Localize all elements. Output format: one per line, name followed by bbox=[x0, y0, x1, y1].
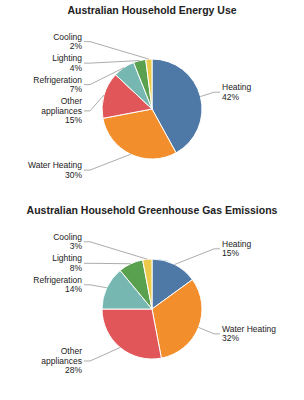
leader-line bbox=[84, 348, 120, 361]
slice-value-label: 28% bbox=[65, 365, 82, 375]
slices bbox=[102, 259, 202, 359]
slice-value-label: 8% bbox=[70, 263, 83, 273]
leader-line bbox=[84, 42, 149, 59]
chart-title: Australian Household Greenhouse Gas Emis… bbox=[27, 204, 278, 216]
leader-line bbox=[84, 61, 140, 64]
slice-label: Heating bbox=[222, 82, 252, 92]
slice-label-line: Other bbox=[61, 346, 82, 356]
slice-label-line: Cooling bbox=[53, 232, 82, 242]
leader-line bbox=[175, 249, 220, 265]
chart-title: Australian Household Energy Use bbox=[67, 4, 236, 16]
slice-label-line: Lighting bbox=[52, 53, 82, 63]
slice-value-label: 3% bbox=[70, 241, 83, 251]
slice-label: Otherappliances bbox=[41, 346, 82, 366]
pie: Heating42% Water Heating30% Otherappliance… bbox=[28, 32, 252, 180]
leader-line bbox=[84, 263, 131, 264]
labels: Heating42% Water Heating30% Otherappliance… bbox=[28, 32, 252, 180]
slice-value-label: 30% bbox=[65, 170, 82, 180]
slice-label: Otherappliances bbox=[41, 96, 82, 116]
slice-label-line: Heating bbox=[222, 82, 252, 92]
slice-label: Refrigeration bbox=[33, 75, 82, 85]
pie-slice bbox=[143, 259, 152, 309]
leader-line bbox=[84, 242, 147, 259]
slice-label: Lighting bbox=[52, 53, 82, 63]
slice-value-label: 14% bbox=[65, 284, 82, 294]
slice-label-line: appliances bbox=[41, 106, 82, 116]
leader-line bbox=[84, 285, 107, 288]
slice-label-line: Water Heating bbox=[222, 324, 276, 334]
chart-svg: Australian Household Energy UseHeating42… bbox=[0, 0, 304, 400]
slice-value-label: 4% bbox=[70, 63, 83, 73]
leader-line bbox=[84, 68, 124, 85]
slice-label: Lighting bbox=[52, 253, 82, 263]
chart-container: Australian Household Energy UseHeating42… bbox=[0, 0, 304, 400]
slice-value-label: 2% bbox=[70, 41, 83, 51]
leader-line bbox=[84, 154, 131, 170]
slice-label-line: Lighting bbox=[52, 253, 82, 263]
slice-label: Heating bbox=[222, 239, 252, 249]
slice-label: Water Heating bbox=[222, 324, 276, 334]
leader-line bbox=[200, 92, 220, 96]
pie-slice bbox=[120, 260, 152, 309]
slice-label: Refrigeration bbox=[33, 275, 82, 285]
slice-label: Cooling bbox=[53, 232, 82, 242]
leader-line bbox=[84, 95, 104, 111]
slice-label-line: appliances bbox=[41, 356, 82, 366]
pie: Heating15% Water Heating32% Otherappliance… bbox=[33, 232, 276, 375]
slice-label: Water Heating bbox=[28, 160, 82, 170]
slice-value-label: 15% bbox=[65, 115, 82, 125]
slice-label-line: Water Heating bbox=[28, 160, 82, 170]
slice-label-line: Other bbox=[61, 96, 82, 106]
slice-label: Cooling bbox=[53, 32, 82, 42]
slice-value-label: 15% bbox=[222, 248, 239, 258]
slice-label-line: Refrigeration bbox=[33, 75, 82, 85]
labels: Heating15% Water Heating32% Otherappliance… bbox=[33, 232, 276, 375]
pie-slice bbox=[146, 59, 152, 109]
slice-value-label: 7% bbox=[70, 84, 83, 94]
slice-value-label: 42% bbox=[222, 92, 239, 102]
slice-label-line: Heating bbox=[222, 239, 252, 249]
slices bbox=[102, 59, 202, 159]
pie-slice bbox=[134, 59, 152, 109]
slice-label-line: Cooling bbox=[53, 32, 82, 42]
slice-label-line: Refrigeration bbox=[33, 275, 82, 285]
leader-line bbox=[198, 327, 220, 333]
slice-value-label: 32% bbox=[222, 333, 239, 343]
